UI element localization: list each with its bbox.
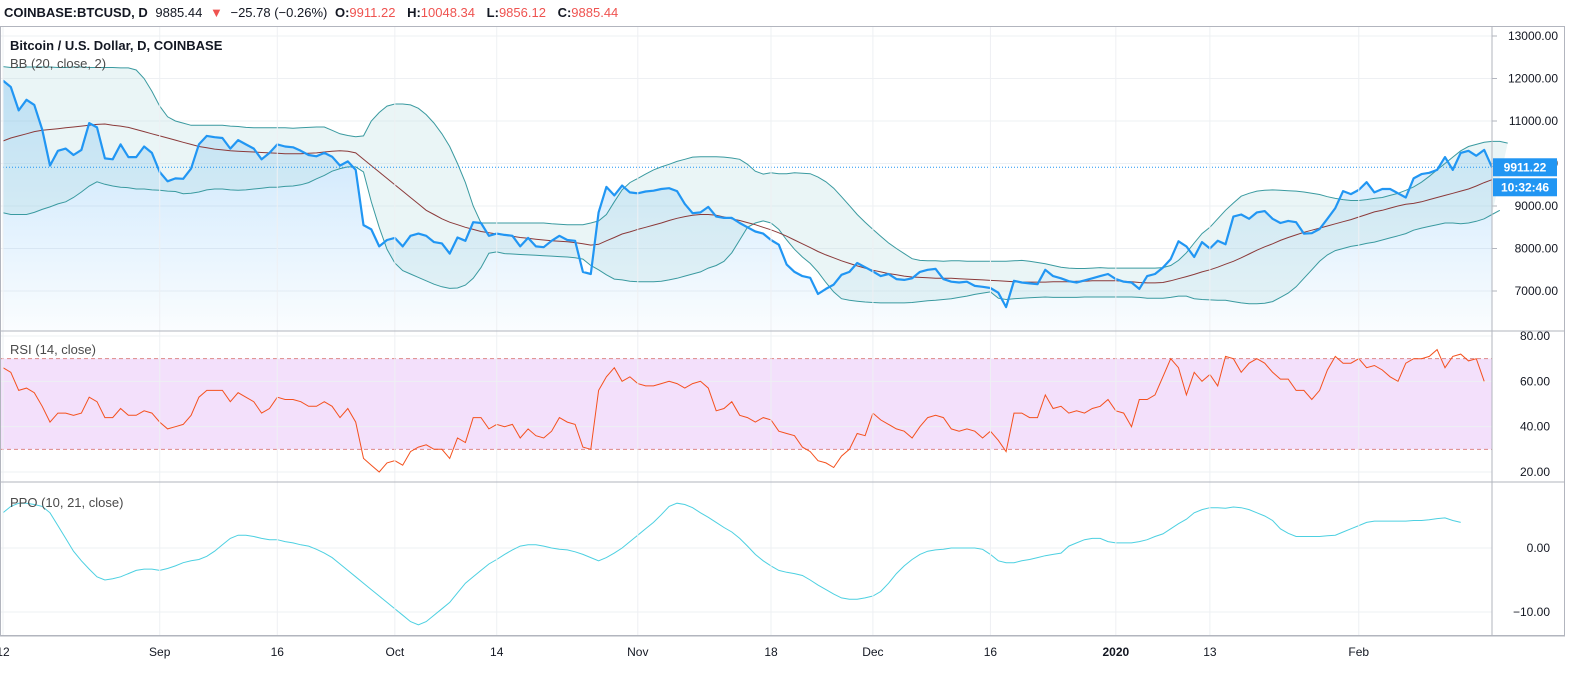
rsi-zone — [0, 358, 1492, 450]
time-tick-label: 16 — [271, 645, 285, 659]
open-label: O: — [334, 5, 350, 20]
ppo-pane: 0.00 −10.00 — [0, 502, 1551, 626]
chart-canvas[interactable]: 13000.0012000.0011000.0010000.009000.008… — [0, 26, 1589, 678]
down-arrow-icon: ▼ — [209, 5, 223, 20]
low-value: 9856.12 — [498, 5, 546, 20]
price-tick-label: 12000.00 — [1508, 72, 1558, 86]
price-tick-label: 7000.00 — [1515, 284, 1559, 298]
price-change: −25.78 (−0.26%) — [230, 5, 328, 20]
rsi-tick-label: 40.00 — [1520, 420, 1550, 434]
price-badge-bg — [1493, 158, 1557, 177]
time-axis: 12 Sep 16 Oct 14 Nov 18 Dec 16 2020 13 Feb — [0, 26, 1565, 659]
ppo-indicator-label[interactable]: PPO (10, 21, close) — [10, 495, 124, 510]
close-label: C: — [557, 5, 572, 20]
price-pane: 13000.0012000.0011000.0010000.009000.008… — [0, 29, 1558, 331]
high-label: H: — [407, 5, 421, 20]
bb-indicator-label[interactable]: BB (20, close, 2) — [10, 56, 107, 71]
price-tick-label: 11000.00 — [1509, 114, 1558, 128]
price-tick-label: 8000.00 — [1515, 242, 1559, 256]
low-label: L: — [486, 5, 499, 20]
close-value: 9885.44 — [571, 5, 619, 20]
time-tick-label: Feb — [1348, 645, 1369, 659]
open-value: 9911.22 — [349, 5, 396, 20]
time-tick-label: Oct — [386, 645, 405, 659]
time-tick-label: Sep — [149, 645, 171, 659]
symbol-header: COINBASE:BTCUSD, D 9885.44 ▼ −25.78 (−0.… — [0, 0, 1589, 26]
ppo-line — [2, 502, 1461, 626]
price-badge: 9911.22 — [1493, 158, 1557, 177]
rsi-tick-label: 20.00 — [1520, 465, 1550, 479]
price-tick-label: 9000.00 — [1515, 199, 1559, 213]
rsi-tick-label: 80.00 — [1520, 329, 1550, 343]
time-tick-label: 18 — [764, 645, 778, 659]
main-series-title[interactable]: Bitcoin / U.S. Dollar, D, COINBASE — [10, 38, 223, 53]
price-tick-label: 13000.00 — [1508, 29, 1558, 43]
rsi-tick-label: 60.00 — [1520, 374, 1550, 388]
bb-upper-line — [2, 66, 1508, 269]
time-tick-label: Dec — [862, 645, 883, 659]
price-area — [3, 80, 1492, 331]
high-value: 10048.34 — [420, 5, 476, 20]
rsi-indicator-label[interactable]: RSI (14, close) — [10, 342, 96, 357]
bb-lower-line — [2, 166, 1501, 305]
time-tick-label: 14 — [490, 645, 504, 659]
time-badge: 10:32:46 — [1493, 178, 1557, 197]
time-badge-bg — [1493, 178, 1557, 197]
time-badge-text: 10:32:46 — [1501, 180, 1549, 194]
bb-basis-line — [2, 123, 1493, 284]
rsi-pane: 80.00 60.00 40.00 20.00 — [0, 329, 1550, 479]
ppo-tick-label: −10.00 — [1513, 605, 1550, 619]
chart-border — [0, 26, 1565, 636]
last-price: 9885.44 — [155, 5, 203, 20]
time-tick-label: 12 — [0, 645, 10, 659]
price-badges: 9911.22 10:32:46 — [1493, 158, 1557, 197]
close-price-line — [2, 79, 1494, 309]
symbol-name[interactable]: COINBASE:BTCUSD, D — [4, 5, 148, 20]
price-badge-text: 9911.22 — [1504, 160, 1547, 174]
time-tick-label: Nov — [627, 645, 648, 659]
rsi-line — [2, 348, 1485, 473]
time-tick-label: 13 — [1203, 645, 1217, 659]
time-tick-label: 2020 — [1102, 645, 1129, 659]
time-tick-label: 16 — [984, 645, 998, 659]
bb-band-fill — [3, 66, 1508, 304]
ppo-tick-label: 0.00 — [1527, 541, 1551, 555]
